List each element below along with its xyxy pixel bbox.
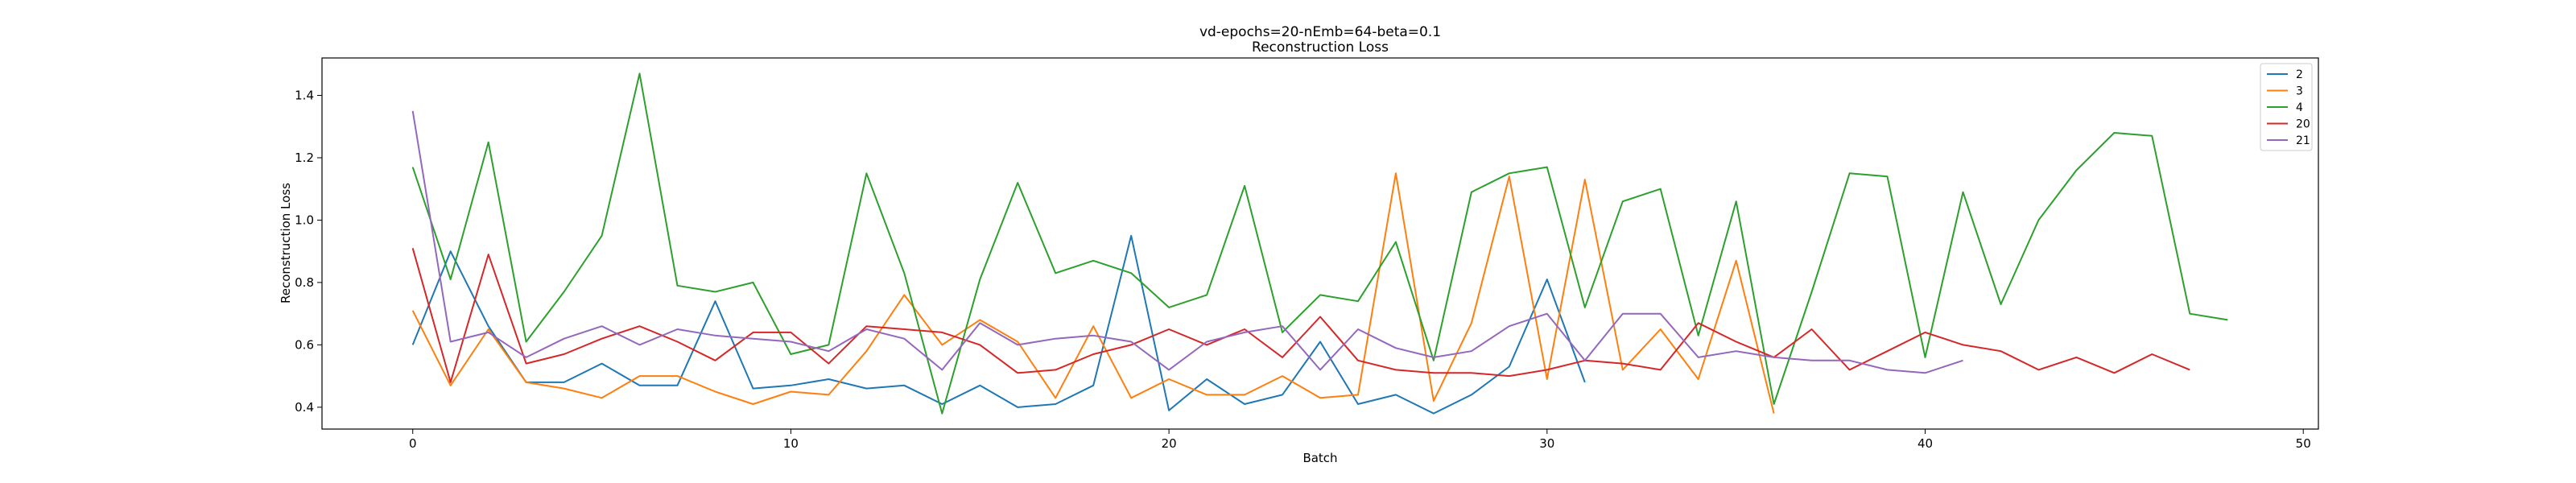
x-tick-label: 0 bbox=[409, 436, 417, 451]
series-line-3 bbox=[411, 172, 1775, 414]
y-tick-label: 1.2 bbox=[295, 151, 314, 165]
y-tick-label: 0.8 bbox=[295, 275, 314, 290]
series-layer bbox=[411, 72, 2228, 415]
x-tick-label: 20 bbox=[1162, 436, 1177, 451]
x-tick-label: 30 bbox=[1539, 436, 1554, 451]
series-line-4 bbox=[411, 72, 2228, 415]
legend-label-3: 3 bbox=[2296, 85, 2303, 98]
plot-area bbox=[321, 57, 2319, 430]
y-axis: 0.4 0.6 0.8 1.0 1.2 1.4 bbox=[295, 88, 322, 415]
legend: 2 3 4 20 21 bbox=[2260, 63, 2313, 151]
x-tick-label: 10 bbox=[783, 436, 799, 451]
x-axis: 0 10 20 30 40 50 bbox=[409, 429, 2311, 451]
plot-frame bbox=[321, 57, 2319, 430]
legend-label-2: 2 bbox=[2296, 68, 2303, 81]
x-tick-label: 40 bbox=[1918, 436, 1933, 451]
legend-label-21: 21 bbox=[2296, 134, 2310, 147]
y-tick-label: 1.0 bbox=[295, 213, 314, 227]
chart-title: vd-epochs=20-nEmb=64-beta=0.1 bbox=[1199, 24, 1441, 40]
x-tick-label: 50 bbox=[2296, 436, 2311, 451]
chart-subtitle: Reconstruction Loss bbox=[1252, 39, 1389, 56]
y-tick-label: 0.6 bbox=[295, 337, 314, 352]
y-tick-label: 0.4 bbox=[295, 400, 314, 415]
series-line-20 bbox=[411, 248, 2190, 383]
series-line-21 bbox=[411, 110, 1963, 374]
y-axis-label: Reconstruction Loss bbox=[279, 183, 293, 303]
y-tick-label: 1.4 bbox=[295, 88, 314, 102]
legend-label-4: 4 bbox=[2296, 101, 2303, 114]
x-axis-label: Batch bbox=[1302, 451, 1337, 465]
legend-label-20: 20 bbox=[2296, 118, 2310, 131]
series-line-2 bbox=[411, 234, 1586, 415]
